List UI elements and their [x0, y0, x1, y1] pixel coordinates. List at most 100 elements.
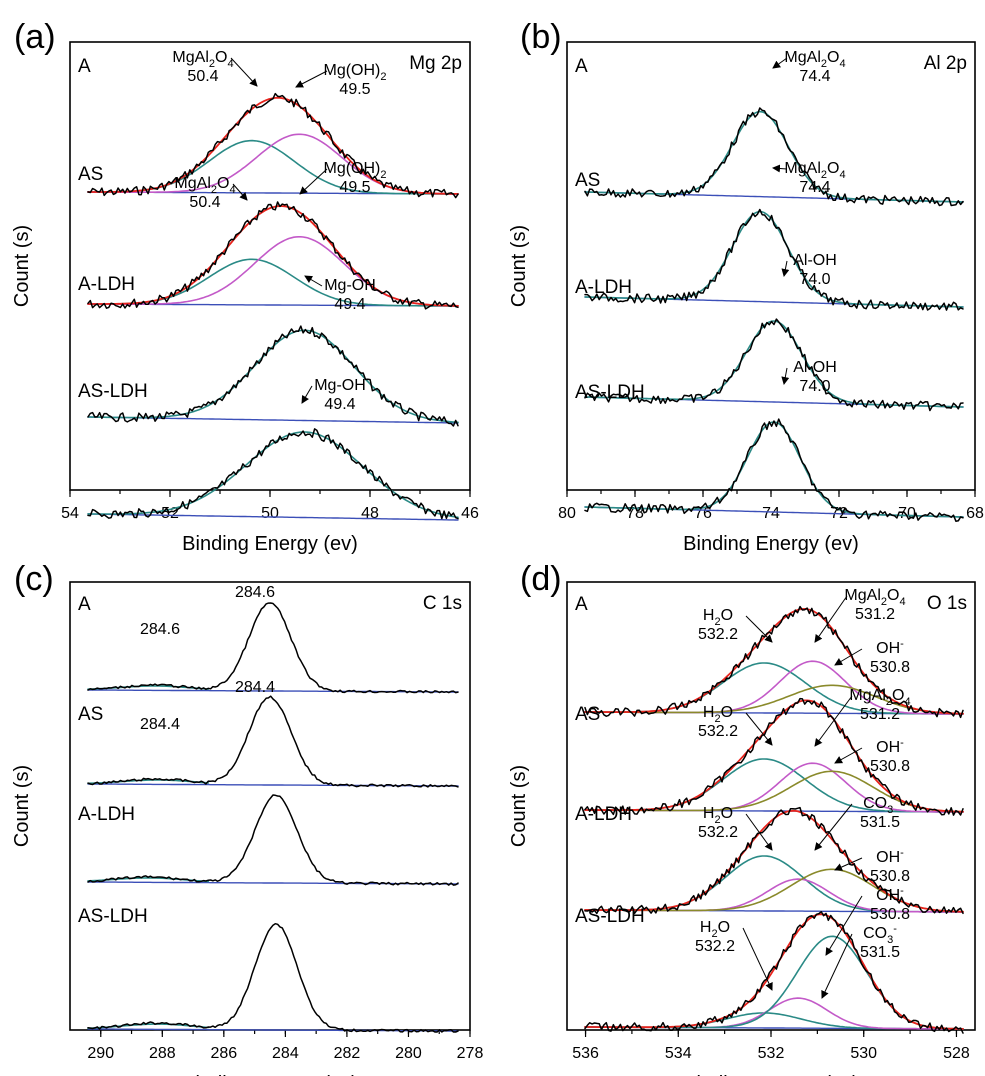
sample-label: AS-LDH	[575, 382, 645, 403]
species-label: Mg(OH)2	[323, 160, 386, 181]
species-label: H2O	[703, 805, 733, 826]
peak-annotation: Al-OH 74.0	[781, 359, 837, 395]
sample-a-ldh: A-LDH	[78, 274, 459, 427]
sample-as-ldh: AS-LDH	[78, 906, 459, 1033]
sample-label: AS-LDH	[575, 906, 645, 927]
sample-label: AS	[575, 704, 600, 725]
binding-energy-value: 50.4	[189, 194, 220, 211]
peak-annotation: Mg-OH 49.4	[304, 275, 376, 313]
binding-energy-value: 532.2	[698, 723, 738, 740]
species-label: MgAl2O4	[849, 687, 910, 708]
peak-annotation: CO3-531.5	[821, 923, 900, 999]
binding-energy-value: 531.5	[860, 814, 900, 831]
y-axis-label: Count (s)	[11, 765, 33, 847]
x-tick-label: 528	[943, 1045, 970, 1062]
y-axis-label: Count (s)	[508, 225, 530, 307]
annotation-arrow	[232, 183, 248, 201]
sample-label: A-LDH	[78, 804, 135, 825]
x-tick-label: 284	[272, 1045, 299, 1062]
x-axis-label: Binding Energy (ev)	[683, 1073, 859, 1076]
sample-as: AS	[78, 695, 459, 788]
fit-component	[584, 421, 964, 518]
species-label: OH-	[876, 737, 904, 756]
annotation-arrow	[745, 712, 773, 746]
peak-annotation: 284.4	[235, 679, 275, 696]
fit-component	[584, 110, 964, 203]
species-label: Mg-OH	[324, 277, 376, 294]
peak-value: 284.4	[140, 716, 180, 733]
x-tick-label: 286	[210, 1045, 237, 1062]
x-tick-label: 280	[395, 1045, 422, 1062]
species-label: OH-	[876, 638, 904, 657]
sample-label: AS-LDH	[78, 381, 148, 402]
peak-annotation: OH- 530.8	[825, 885, 910, 956]
x-tick-label: 290	[87, 1045, 114, 1062]
raw-spectrum	[584, 605, 964, 719]
panel-letter: (b)	[520, 18, 562, 56]
peak-annotation: Mg-OH 49.4	[301, 377, 366, 413]
binding-energy-value: 530.8	[870, 868, 910, 885]
sample-label: AS	[78, 164, 103, 185]
panel-d: (d) O 1s 536 534 532 530 528 Binding Energy (ev…	[508, 560, 976, 1076]
sample-label: A-LDH	[78, 274, 135, 295]
fit-component	[87, 236, 459, 307]
raw-spectrum	[584, 318, 964, 412]
annotation-arrow	[814, 695, 853, 747]
binding-energy-value: 49.5	[339, 179, 370, 196]
binding-energy-value: 74.0	[799, 271, 830, 288]
sample-a: A	[78, 56, 459, 199]
x-axis-label: Binding Energy (ev)	[683, 533, 859, 555]
sample-a: A	[78, 594, 459, 694]
x-tick-label: 536	[572, 1045, 599, 1062]
peak-annotation: Mg(OH)249.5	[299, 160, 387, 196]
raw-spectrum	[87, 922, 459, 1033]
sample-a-ldh: A-LDH	[78, 794, 459, 886]
fit-component	[584, 770, 964, 813]
annotation-arrow	[742, 927, 773, 991]
x-tick-label: 534	[665, 1045, 692, 1062]
species-label: Mg-OH	[314, 377, 366, 394]
annotation-arrow	[295, 70, 328, 88]
background-line	[87, 1028, 459, 1032]
sample-as-ldh: AS-LDH	[78, 381, 459, 521]
binding-energy-value: 531.2	[855, 606, 895, 623]
species-label: Al-OH	[793, 359, 837, 376]
binding-energy-value: 530.8	[870, 758, 910, 775]
raw-spectrum	[584, 208, 964, 311]
raw-spectrum	[87, 201, 459, 310]
x-tick-label: 74	[762, 505, 780, 522]
x-tick-label: 282	[334, 1045, 361, 1062]
binding-energy-value: 50.4	[187, 68, 218, 85]
raw-spectrum	[584, 697, 964, 816]
sample-as: AS	[575, 697, 964, 816]
fit-envelope	[584, 699, 964, 813]
sample-label: A	[78, 56, 91, 77]
annotation-arrow	[834, 857, 863, 871]
x-tick-label: 70	[898, 505, 916, 522]
species-label: MgAl2O4	[844, 587, 905, 608]
y-axis-label: Count (s)	[11, 225, 33, 307]
x-tick-label: 80	[558, 505, 576, 522]
x-tick-label: 46	[461, 505, 479, 522]
x-tick-label: 278	[457, 1045, 484, 1062]
peak-annotation: 284.6	[140, 621, 180, 638]
species-label: H2O	[700, 919, 730, 940]
binding-energy-value: 49.4	[324, 396, 355, 413]
x-axis-label: Binding Energy (ev)	[182, 1073, 358, 1076]
peak-annotation: 284.6	[235, 584, 275, 601]
sample-label: A-LDH	[575, 804, 632, 825]
binding-energy-value: 532.2	[698, 626, 738, 643]
species-label: H2O	[703, 704, 733, 725]
annotation-arrow	[745, 813, 773, 851]
binding-energy-value: 74.4	[799, 179, 830, 196]
annotation-arrow	[834, 648, 863, 666]
fit-component	[87, 258, 459, 307]
